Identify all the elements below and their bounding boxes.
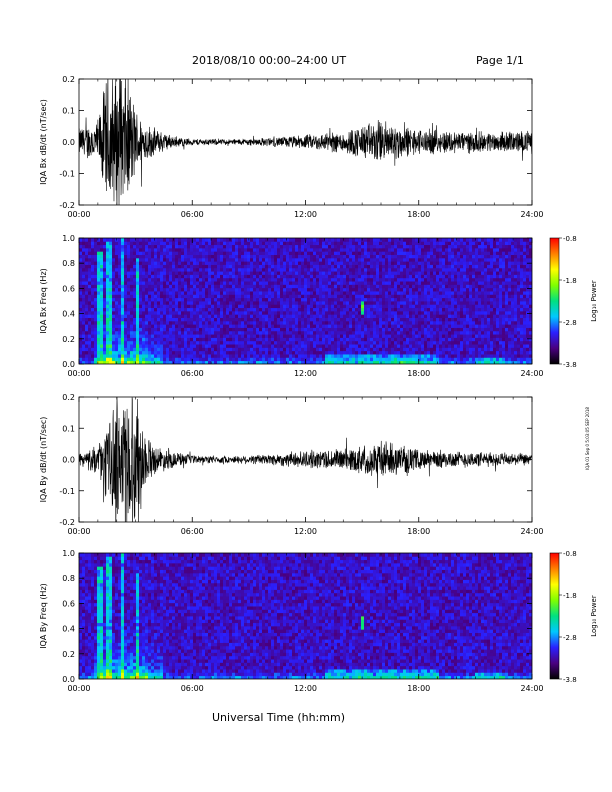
y-tick-label: -0.2 — [59, 201, 75, 210]
y-axis-title: IQA By Freq (Hz) — [39, 583, 48, 649]
x-tick-label: 12:00 — [294, 210, 317, 219]
colorbar-tick-label: -3.8 — [563, 361, 577, 369]
y-tick-label: 0.0 — [62, 675, 75, 684]
y-tick-label: -0.2 — [59, 518, 75, 527]
x-tick-label: 00:00 — [67, 684, 90, 693]
colorbar — [549, 237, 560, 365]
y-axis-title: IQA By dB/dt (nT/sec) — [39, 417, 48, 503]
y-tick-label: 0.1 — [62, 424, 75, 433]
panel-by-dbdt: 00:00 06:00 12:00 18:00 24:00 0.2 0.1 0.0 -0.1 -0… — [39, 393, 544, 536]
x-tick-label: 12:00 — [294, 527, 317, 536]
y-tick-label: 0.4 — [62, 625, 75, 634]
y-tick-label: -0.1 — [59, 487, 75, 496]
x-tick-label: 18:00 — [407, 369, 430, 378]
colorbar-label: Log₁₀ Power — [590, 280, 598, 322]
y-tick-label: 0.8 — [62, 574, 75, 583]
y-tick-label: 1.0 — [62, 549, 75, 558]
y-tick-label: 0.0 — [62, 360, 75, 369]
colorbar-tick-label: -1.8 — [563, 592, 577, 600]
y-tick-label: 0.4 — [62, 310, 75, 319]
x-tick-label: 18:00 — [407, 684, 430, 693]
x-tick-label: 06:00 — [181, 527, 204, 536]
colorbar-tick-label: -2.8 — [563, 634, 577, 642]
x-tick-label: 18:00 — [407, 527, 430, 536]
y-tick-label: 0.2 — [62, 650, 75, 659]
y-tick-label: 0.0 — [62, 138, 75, 147]
x-tick-label: 24:00 — [520, 527, 543, 536]
x-tick-label: 12:00 — [294, 369, 317, 378]
side-note: IQA 01 Sep 0 5:03:05 SEP 2018 — [585, 407, 590, 470]
panel-bx-spectrogram: 00:00 06:00 12:00 18:00 24:00 1.0 0.8 0.6 0.4 0.2… — [39, 234, 598, 378]
spectrogram-cells — [79, 238, 532, 364]
y-tick-label: -0.1 — [59, 170, 75, 179]
y-tick-label: 1.0 — [62, 234, 75, 243]
colorbar-label: Log₁₀ Power — [590, 595, 598, 637]
colorbar — [549, 552, 560, 680]
colorbar-tick-label: -3.8 — [563, 676, 577, 684]
x-tick-label: 00:00 — [67, 369, 90, 378]
y-axis-title: IQA Bx Freq (Hz) — [39, 268, 48, 334]
page-title: 2018/08/10 00:00–24:00 UT — [192, 54, 347, 67]
panel-bx-dbdt: 00:00 06:00 12:00 18:00 24:00 0.2 0.1 0.0 -0.1 -0… — [39, 75, 544, 219]
x-tick-label: 06:00 — [181, 684, 204, 693]
page-number: Page 1/1 — [476, 54, 524, 67]
y-axis-title: IQA Bx dB/dt (nT/sec) — [39, 99, 48, 185]
x-tick-label: 12:00 — [294, 684, 317, 693]
colorbar-tick-label: -0.8 — [563, 550, 577, 558]
x-tick-label: 06:00 — [181, 369, 204, 378]
y-tick-label: 0.0 — [62, 456, 75, 465]
colorbar-tick-label: -1.8 — [563, 277, 577, 285]
x-axis-title: Universal Time (hh:mm) — [212, 711, 345, 724]
series-line — [79, 79, 532, 205]
x-tick-label: 18:00 — [407, 210, 430, 219]
y-tick-label: 0.2 — [62, 75, 75, 84]
spectrogram-cells — [79, 553, 532, 679]
y-tick-label: 0.2 — [62, 335, 75, 344]
series-line — [79, 397, 532, 522]
y-tick-label: 0.6 — [62, 599, 75, 608]
x-tick-label: 24:00 — [520, 210, 543, 219]
y-tick-label: 0.6 — [62, 284, 75, 293]
y-tick-label: 0.8 — [62, 259, 75, 268]
colorbar-tick-label: -0.8 — [563, 235, 577, 243]
panel-by-spectrogram: 00:00 06:00 12:00 18:00 24:00 1.0 0.8 0.6 0.4 0.2… — [39, 549, 598, 693]
x-tick-label: 24:00 — [520, 369, 543, 378]
x-tick-label: 00:00 — [67, 210, 90, 219]
y-tick-label: 0.2 — [62, 393, 75, 402]
colorbar-tick-label: -2.8 — [563, 319, 577, 327]
y-tick-label: 0.1 — [62, 107, 75, 116]
x-tick-label: 24:00 — [520, 684, 543, 693]
x-tick-label: 00:00 — [67, 527, 90, 536]
x-tick-label: 06:00 — [181, 210, 204, 219]
